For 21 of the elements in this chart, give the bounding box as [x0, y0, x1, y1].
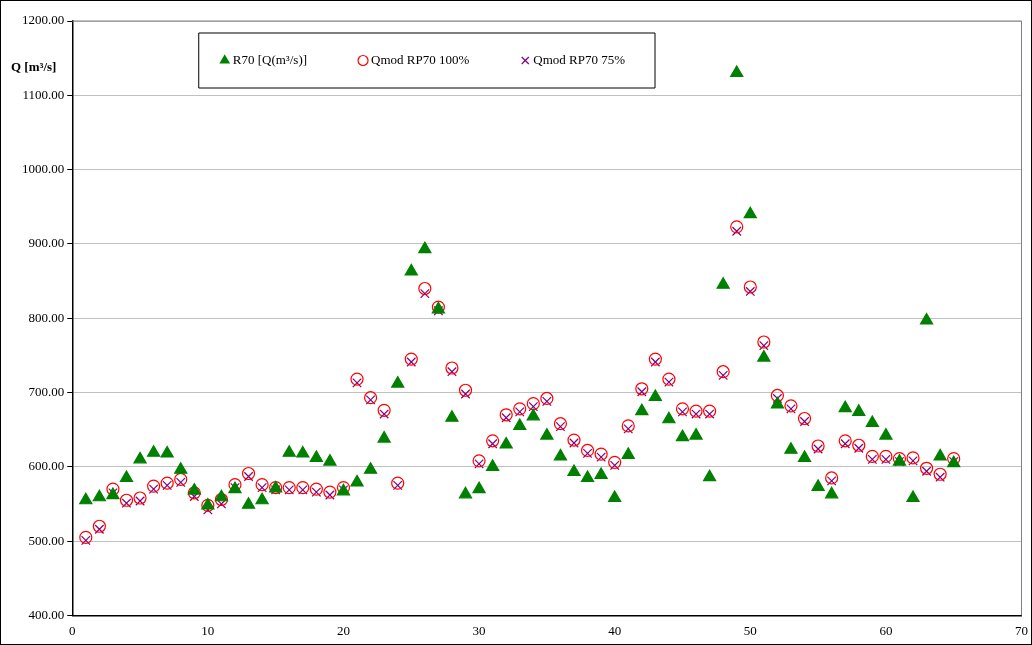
x-tick-label: 60	[879, 622, 893, 638]
legend-label: Qmod RP70 75%	[533, 51, 626, 67]
x-tick-label: 0	[69, 622, 76, 638]
y-tick-label: 900.00	[28, 235, 65, 251]
y-axis-title: Q [m³/s]	[11, 59, 57, 75]
y-tick-label: 500.00	[28, 532, 65, 548]
y-tick-label: 1100.00	[22, 86, 65, 102]
y-tick-label: 1000.00	[22, 161, 65, 177]
legend-label: R70 [Q(m³/s)]	[232, 51, 308, 67]
x-tick-label: 70	[1015, 622, 1028, 638]
x-tick-label: 40	[608, 622, 622, 638]
legend-label: Qmod RP70 100%	[371, 51, 470, 67]
x-tick-label: 20	[336, 622, 350, 638]
y-tick-label: 600.00	[28, 458, 65, 474]
x-tick-label: 10	[201, 622, 215, 638]
y-tick-label: 1200.00	[22, 12, 65, 28]
y-tick-label: 800.00	[28, 309, 65, 325]
y-tick-label: 400.00	[28, 606, 65, 622]
x-tick-label: 50	[743, 622, 757, 638]
x-tick-label: 30	[472, 622, 486, 638]
y-tick-label: 700.00	[28, 383, 65, 399]
